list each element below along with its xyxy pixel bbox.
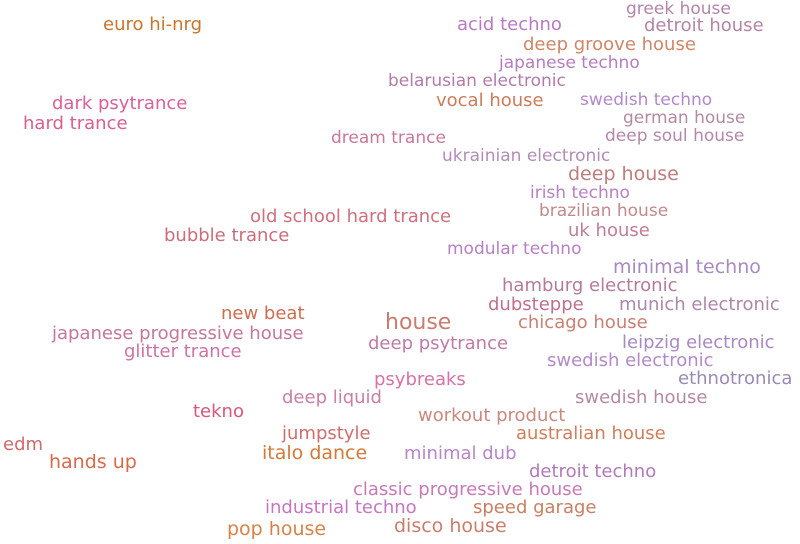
term-brazilian-house[interactable]: brazilian house bbox=[539, 201, 669, 221]
term-deep-liquid[interactable]: deep liquid bbox=[282, 387, 382, 408]
term-chicago-house[interactable]: chicago house bbox=[518, 312, 648, 333]
term-psybreaks[interactable]: psybreaks bbox=[374, 369, 466, 390]
term-new-beat[interactable]: new beat bbox=[221, 303, 305, 324]
term-speed-garage[interactable]: speed garage bbox=[473, 497, 597, 518]
term-deep-psytrance[interactable]: deep psytrance bbox=[368, 333, 509, 354]
term-euro-hi-nrg[interactable]: euro hi-nrg bbox=[103, 14, 203, 35]
term-bubble-trance[interactable]: bubble trance bbox=[164, 225, 290, 246]
term-ukrainian-electronic[interactable]: ukrainian electronic bbox=[442, 146, 611, 166]
term-classic-progressive-house[interactable]: classic progressive house bbox=[353, 479, 583, 500]
term-uk-house[interactable]: uk house bbox=[568, 220, 650, 241]
term-hamburg-electronic[interactable]: hamburg electronic bbox=[502, 275, 678, 296]
term-ethnotronica[interactable]: ethnotronica bbox=[678, 368, 793, 389]
term-dark-psytrance[interactable]: dark psytrance bbox=[52, 93, 188, 114]
term-edm[interactable]: edm bbox=[3, 434, 44, 455]
term-swedish-house[interactable]: swedish house bbox=[575, 387, 708, 408]
term-deep-house[interactable]: deep house bbox=[568, 163, 679, 185]
term-house[interactable]: house bbox=[385, 310, 452, 335]
term-dream-trance[interactable]: dream trance bbox=[331, 128, 446, 148]
term-hard-trance[interactable]: hard trance bbox=[23, 113, 128, 134]
term-australian-house[interactable]: australian house bbox=[516, 423, 666, 444]
term-old-school-hard-trance[interactable]: old school hard trance bbox=[250, 206, 452, 227]
term-japanese-techno[interactable]: japanese techno bbox=[499, 53, 640, 73]
term-deep-soul-house[interactable]: deep soul house bbox=[605, 126, 745, 146]
term-italo-dance[interactable]: italo dance bbox=[262, 442, 368, 464]
term-disco-house[interactable]: disco house bbox=[394, 515, 507, 537]
term-pop-house[interactable]: pop house bbox=[227, 518, 327, 540]
term-detroit-techno[interactable]: detroit techno bbox=[529, 461, 657, 482]
term-workout-product[interactable]: workout product bbox=[418, 405, 566, 426]
term-japanese-progressive-house[interactable]: japanese progressive house bbox=[52, 323, 304, 344]
term-minimal-techno[interactable]: minimal techno bbox=[613, 256, 761, 278]
term-swedish-techno[interactable]: swedish techno bbox=[580, 90, 713, 110]
term-minimal-dub[interactable]: minimal dub bbox=[404, 443, 517, 464]
term-greek-house[interactable]: greek house bbox=[626, 0, 731, 19]
term-munich-electronic[interactable]: munich electronic bbox=[619, 294, 780, 315]
term-deep-groove-house[interactable]: deep groove house bbox=[523, 34, 696, 55]
term-belarusian-electronic[interactable]: belarusian electronic bbox=[388, 71, 566, 91]
term-irish-techno[interactable]: irish techno bbox=[530, 183, 630, 203]
term-vocal-house[interactable]: vocal house bbox=[436, 90, 544, 111]
term-modular-techno[interactable]: modular techno bbox=[447, 239, 582, 259]
term-jumpstyle[interactable]: jumpstyle bbox=[282, 423, 371, 444]
term-glitter-trance[interactable]: glitter trance bbox=[124, 341, 242, 362]
term-detroit-house[interactable]: detroit house bbox=[644, 15, 764, 36]
term-leipzig-electronic[interactable]: leipzig electronic bbox=[622, 332, 775, 353]
term-hands-up[interactable]: hands up bbox=[49, 451, 137, 473]
term-dubsteppe[interactable]: dubsteppe bbox=[488, 294, 584, 315]
term-tekno[interactable]: tekno bbox=[193, 401, 244, 422]
term-acid-techno[interactable]: acid techno bbox=[457, 14, 562, 35]
term-swedish-electronic[interactable]: swedish electronic bbox=[547, 350, 714, 371]
term-german-house[interactable]: german house bbox=[623, 108, 746, 128]
term-industrial-techno[interactable]: industrial techno bbox=[265, 497, 417, 518]
